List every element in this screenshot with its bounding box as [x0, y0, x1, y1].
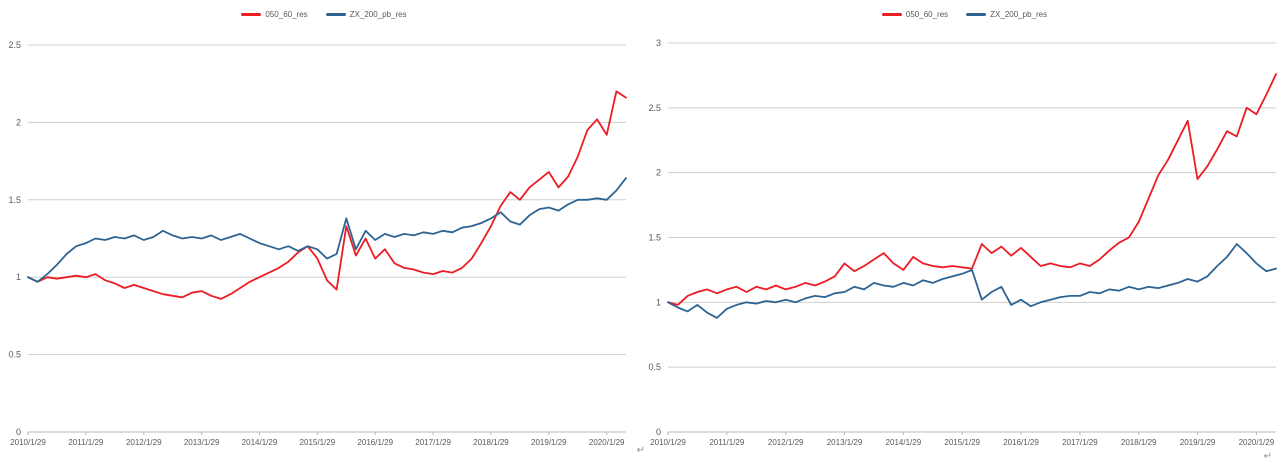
legend-swatch — [881, 13, 902, 16]
x-tick-label: 2020/1/29 — [1239, 438, 1275, 447]
legend-swatch — [241, 13, 262, 16]
paragraph-return-icon: ↵ — [636, 445, 645, 456]
y-tick-label: 0.5 — [648, 362, 661, 372]
legend-label: 050_60_res — [265, 10, 308, 19]
legend-item: 050_60_res — [241, 10, 308, 19]
line-plot: 0 0.5 1 1.5 2 2.5 2010/1/29 2011/1/29 2012/1/29 2… — [8, 40, 627, 447]
x-tick-label: 2018/1/29 — [1121, 438, 1157, 447]
y-tick-label: 1 — [16, 272, 21, 282]
y-tick-label: 0 — [656, 427, 661, 437]
x-tick-label: 2019/1/29 — [531, 438, 567, 447]
x-tick-label: 2019/1/29 — [1180, 438, 1216, 447]
x-tick-label: 2017/1/29 — [1062, 438, 1098, 447]
x-tick-label: 2010/1/29 — [650, 438, 686, 447]
x-tick-label: 2010/1/29 — [10, 438, 46, 447]
line-plot: 0 0.5 1 1.5 2 2.5 3 2010/1/29 2011/1/29 2012/1/29… — [648, 38, 1277, 447]
x-tick-label: 2016/1/29 — [357, 438, 393, 447]
y-tick-label: 3 — [656, 38, 661, 48]
legend: 050_60_res ZX_200_pb_res — [0, 10, 648, 19]
x-tick-label: 2012/1/29 — [768, 438, 804, 447]
legend-label: 050_60_res — [905, 10, 949, 19]
x-tick-label: 2012/1/29 — [126, 438, 162, 447]
series-line-ZX_200_pb_res — [667, 243, 1277, 319]
legend: 050_60_res ZX_200_pb_res — [648, 10, 1281, 19]
x-tick-label: 2015/1/29 — [944, 438, 980, 447]
x-tick-label: 2018/1/29 — [473, 438, 509, 447]
y-tick-label: 2 — [656, 168, 661, 178]
x-tick-label: 2014/1/29 — [242, 438, 278, 447]
chart-panel-right: 050_60_res ZX_200_pb_res 0 0.5 1 1.5 2 2.5 3 201… — [648, 0, 1281, 474]
y-tick-label: 0 — [16, 427, 21, 437]
x-tick-label: 2014/1/29 — [886, 438, 922, 447]
legend-swatch — [966, 13, 987, 16]
x-tick-label: 2011/1/29 — [709, 438, 745, 447]
x-tick-label: 2015/1/29 — [300, 438, 336, 447]
y-tick-label: 2.5 — [648, 103, 661, 113]
y-tick-label: 1 — [656, 297, 661, 307]
y-tick-label: 2 — [16, 117, 21, 127]
legend-item: ZX_200_pb_res — [966, 10, 1047, 19]
series-line-050_60_res — [27, 90, 627, 300]
x-tick-label: 2016/1/29 — [1003, 438, 1039, 447]
y-tick-label: 2.5 — [8, 40, 21, 50]
y-tick-label: 0.5 — [8, 350, 21, 360]
x-tick-label: 2017/1/29 — [415, 438, 451, 447]
paragraph-return-icon: ↵ — [1263, 451, 1272, 462]
x-tick-label: 2011/1/29 — [68, 438, 104, 447]
series-line-050_60_res — [667, 73, 1277, 306]
series-line-ZX_200_pb_res — [27, 177, 627, 283]
y-tick-label: 1.5 — [8, 195, 21, 205]
y-tick-label: 1.5 — [648, 233, 661, 243]
chart-panel-left: 050_60_res ZX_200_pb_res 0 0.5 1 1.5 2 2.5 2010… — [0, 10, 648, 456]
legend-label: ZX_200_pb_res — [990, 10, 1048, 19]
legend-label: ZX_200_pb_res — [349, 10, 407, 19]
legend-swatch — [325, 13, 346, 16]
x-tick-label: 2020/1/29 — [589, 438, 625, 447]
legend-item: ZX_200_pb_res — [325, 10, 407, 19]
x-tick-label: 2013/1/29 — [827, 438, 863, 447]
legend-item: 050_60_res — [881, 10, 949, 19]
x-tick-label: 2013/1/29 — [184, 438, 220, 447]
